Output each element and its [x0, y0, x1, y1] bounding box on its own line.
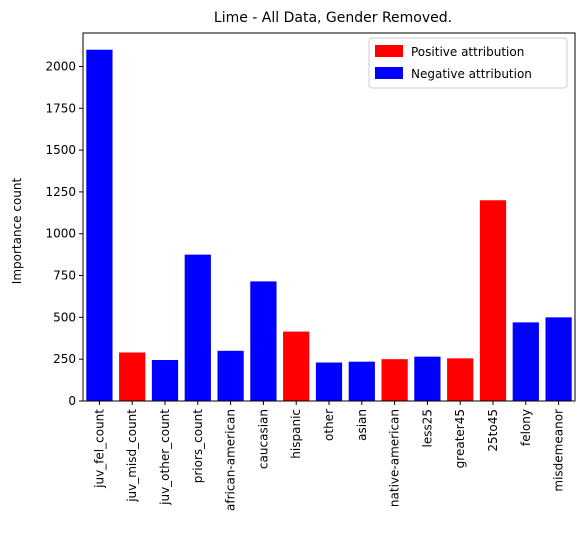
x-tick-label-less25: less25: [420, 409, 434, 448]
y-tick-label-500: 500: [53, 310, 76, 324]
x-tick-label-caucasian: caucasian: [256, 409, 270, 469]
y-tick-label-1500: 1500: [45, 143, 76, 157]
x-tick-label-juv_misd_count: juv_misd_count: [125, 409, 139, 503]
bar-hispanic: [283, 331, 310, 401]
x-tick-label-asian: asian: [355, 409, 369, 441]
bar-other: [315, 362, 343, 401]
legend-label-negative: Negative attribution: [411, 67, 532, 81]
legend: Positive attribution Negative attribution: [368, 37, 568, 89]
y-tick-label-1250: 1250: [45, 185, 76, 199]
x-tick-label-misdemeanor: misdemeanor: [552, 409, 566, 492]
legend-label-positive: Positive attribution: [411, 45, 524, 59]
x-tick-label-juv_other_count: juv_other_count: [158, 409, 172, 506]
legend-box: [368, 37, 568, 89]
bar-african-american: [217, 350, 244, 401]
bar-25to45: [479, 200, 507, 401]
x-tick-label-priors_count: priors_count: [191, 409, 205, 484]
y-tick-label-2000: 2000: [45, 59, 76, 73]
legend-swatch-negative: [375, 67, 403, 79]
bar-caucasian: [250, 281, 277, 401]
bar-juv_other_count: [151, 360, 179, 401]
y-axis: 0 250 500 750 1000 1250 1500 1750 2000: [45, 59, 83, 408]
bar-native-american: [381, 359, 408, 401]
x-tick-label-native-american: native-american: [388, 409, 402, 507]
x-axis: juv_fel_count juv_misd_count juv_other_cou…: [92, 401, 566, 511]
x-tick-label-hispanic: hispanic: [289, 409, 303, 459]
bar-juv_fel_count: [86, 49, 113, 402]
x-tick-label-greater45: greater45: [453, 409, 467, 468]
x-tick-label-juv_fel_count: juv_fel_count: [92, 409, 106, 489]
bar-greater45: [447, 358, 474, 401]
y-tick-label-1000: 1000: [45, 227, 76, 241]
y-tick-label-0: 0: [68, 394, 76, 408]
bar-felony: [512, 322, 539, 401]
chart-title: Lime - All Data, Gender Removed.: [214, 10, 452, 26]
bars: [86, 49, 572, 402]
legend-swatch-positive: [375, 45, 403, 57]
y-tick-label-250: 250: [53, 352, 76, 366]
bar-priors_count: [184, 254, 211, 401]
y-tick-label-1750: 1750: [45, 101, 76, 115]
y-tick-label-750: 750: [53, 269, 76, 283]
bar-less25: [414, 356, 441, 401]
x-tick-label-25to45: 25to45: [486, 409, 500, 452]
bar-juv_misd_count: [119, 352, 146, 401]
plot-frame: [82, 32, 576, 402]
y-axis-label: Importance count: [10, 177, 24, 284]
x-tick-label-felony: felony: [519, 409, 533, 446]
bar-misdemeanor: [545, 317, 572, 401]
x-tick-label-african-american: african-american: [224, 409, 238, 511]
x-tick-label-other: other: [322, 409, 336, 441]
bar-asian: [348, 361, 375, 401]
